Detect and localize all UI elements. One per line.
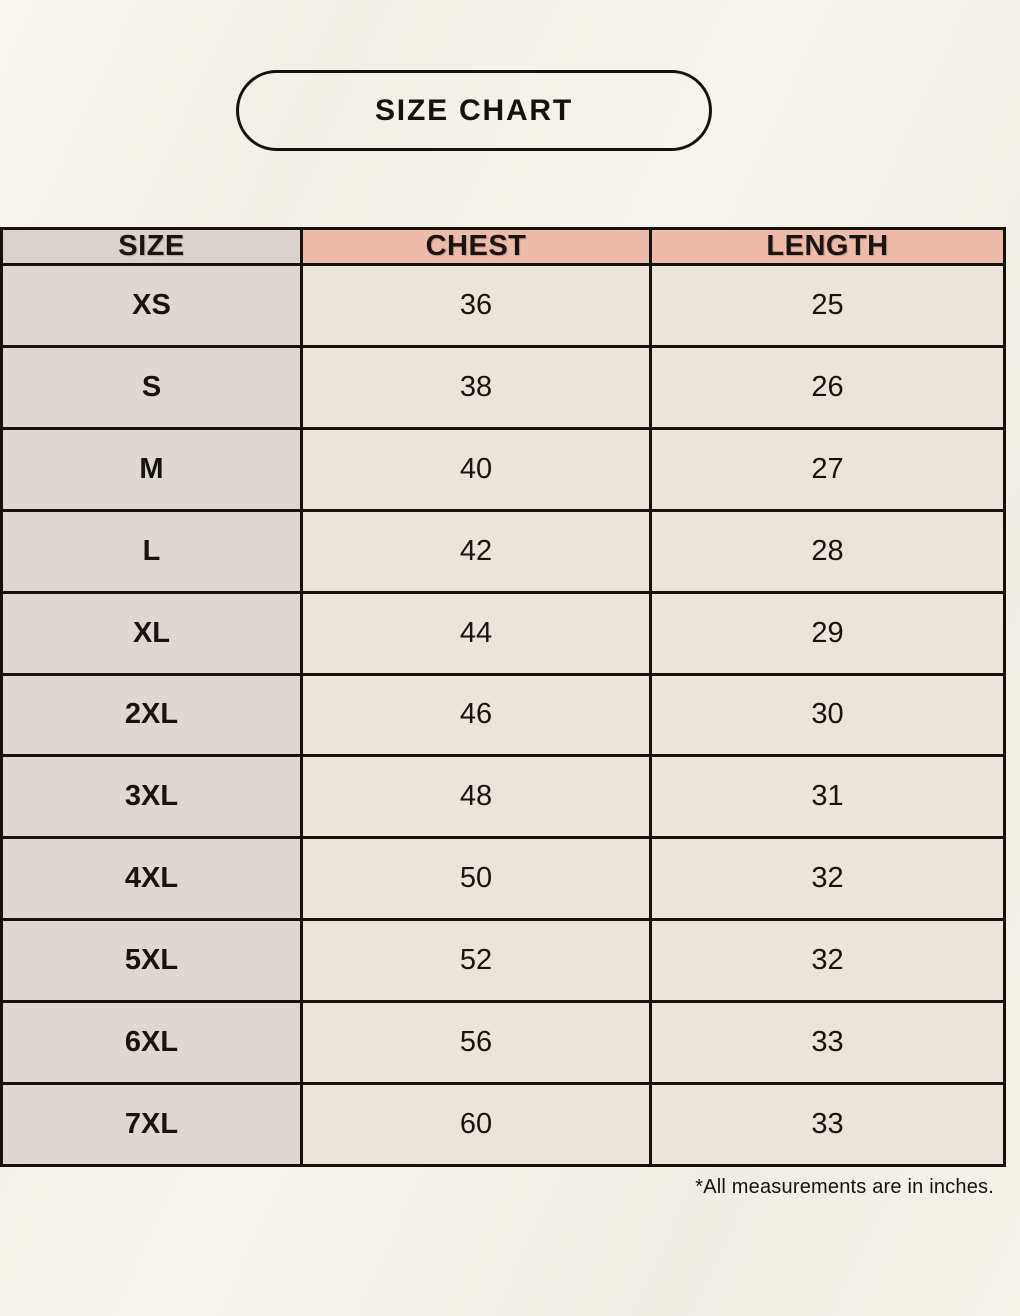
size-cell: M xyxy=(0,426,303,512)
length-cell: 25 xyxy=(649,263,1006,348)
measurements-footnote: *All measurements are in inches. xyxy=(695,1176,994,1198)
table-row: 4XL 50 32 xyxy=(0,836,1006,922)
column-header-size: SIZE xyxy=(0,227,303,266)
size-cell: 7XL xyxy=(0,1082,303,1167)
size-table-body: XS 36 25 S 38 26 M 40 27 L 42 28 XL 44 29 2XL 46 30 3XL 48 3… xyxy=(0,263,1006,1167)
length-cell: 32 xyxy=(649,836,1006,922)
table-row: XS 36 25 xyxy=(0,263,1006,348)
chest-cell: 60 xyxy=(300,1082,652,1167)
size-cell: 4XL xyxy=(0,836,303,922)
table-row: XL 44 29 xyxy=(0,590,1006,676)
chest-cell: 42 xyxy=(300,508,652,594)
size-cell: 5XL xyxy=(0,918,303,1004)
length-cell: 33 xyxy=(649,1082,1006,1167)
length-cell: 29 xyxy=(649,590,1006,676)
table-row: S 38 26 xyxy=(0,344,1006,430)
length-cell: 26 xyxy=(649,344,1006,430)
table-row: M 40 27 xyxy=(0,426,1006,512)
size-chart-table: SIZE CHEST LENGTH XS 36 25 S 38 26 M 40 27 L 42 28 X… xyxy=(0,227,1006,1167)
chest-cell: 56 xyxy=(300,1000,652,1086)
chest-cell: 46 xyxy=(300,672,652,758)
size-chart-title-pill: SIZE CHART xyxy=(236,70,712,151)
size-cell: XL xyxy=(0,590,303,676)
table-row: 5XL 52 32 xyxy=(0,918,1006,1004)
length-cell: 33 xyxy=(649,1000,1006,1086)
size-cell: XS xyxy=(0,263,303,348)
chest-cell: 44 xyxy=(300,590,652,676)
length-cell: 31 xyxy=(649,754,1006,840)
column-header-chest: CHEST xyxy=(300,227,652,266)
header-row: SIZE CHEST LENGTH xyxy=(0,227,1006,266)
page-title: SIZE CHART xyxy=(375,93,573,127)
table-row: L 42 28 xyxy=(0,508,1006,594)
length-cell: 27 xyxy=(649,426,1006,512)
chest-cell: 52 xyxy=(300,918,652,1004)
chest-cell: 36 xyxy=(300,263,652,348)
table-row: 6XL 56 33 xyxy=(0,1000,1006,1086)
column-header-length: LENGTH xyxy=(649,227,1006,266)
length-cell: 28 xyxy=(649,508,1006,594)
length-cell: 32 xyxy=(649,918,1006,1004)
size-cell: L xyxy=(0,508,303,594)
chest-cell: 40 xyxy=(300,426,652,512)
length-cell: 30 xyxy=(649,672,1006,758)
size-cell: 3XL xyxy=(0,754,303,840)
table-row: 7XL 60 33 xyxy=(0,1082,1006,1167)
chest-cell: 50 xyxy=(300,836,652,922)
chest-cell: 38 xyxy=(300,344,652,430)
table-row: 3XL 48 31 xyxy=(0,754,1006,840)
size-cell: S xyxy=(0,344,303,430)
table-row: 2XL 46 30 xyxy=(0,672,1006,758)
size-cell: 6XL xyxy=(0,1000,303,1086)
size-cell: 2XL xyxy=(0,672,303,758)
chest-cell: 48 xyxy=(300,754,652,840)
